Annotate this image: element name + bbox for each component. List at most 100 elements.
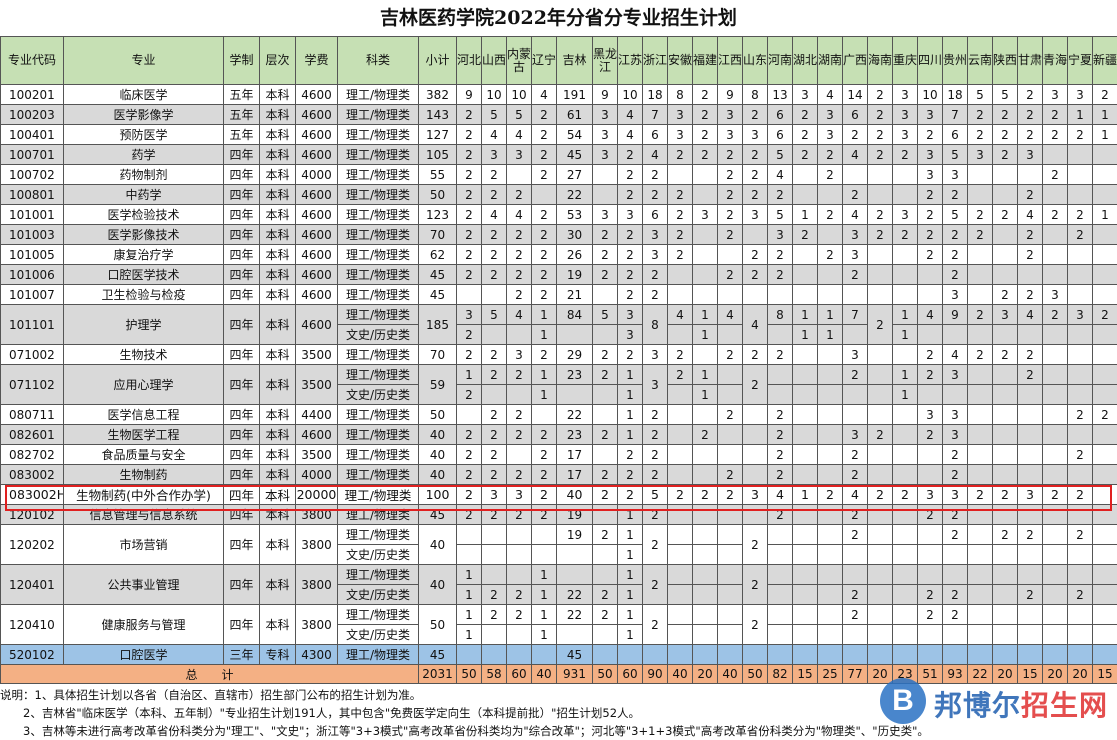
- province-count-cell: 2: [742, 564, 768, 605]
- province-count-cell: 2: [867, 304, 893, 345]
- province-count-cell: 40: [556, 484, 593, 505]
- level-cell: 本科: [259, 304, 296, 345]
- province-count-cell: 2: [617, 184, 643, 205]
- province-count-cell: [967, 444, 993, 465]
- subtotal-cell: 59: [418, 364, 457, 405]
- province-count-cell: [892, 584, 918, 605]
- province-count-cell: 4: [617, 104, 643, 125]
- province-count-cell: 3: [942, 364, 968, 385]
- category-cell: 理工/物理类: [337, 264, 419, 285]
- province-count-cell: 2: [992, 344, 1018, 365]
- province-count-cell: [1042, 244, 1068, 265]
- province-count-cell: [967, 424, 993, 445]
- province-count-cell: 8: [767, 304, 793, 325]
- province-count-cell: [667, 564, 693, 585]
- table-row: 100201 临床医学 五年 本科 4600 理工/物理类 382 9 10 10 4 191 9 10 1…: [0, 84, 1117, 105]
- province-count-cell: 4: [842, 204, 868, 225]
- province-count-cell: [867, 164, 893, 185]
- province-count-cell: [742, 284, 768, 305]
- province-count-cell: [481, 624, 507, 645]
- province-count-cell: [667, 264, 693, 285]
- category-cell: 文史/历史类: [337, 624, 419, 645]
- province-count-cell: 2: [742, 144, 768, 165]
- province-count-cell: [1092, 324, 1117, 345]
- province-count-cell: [742, 644, 768, 665]
- province-count-cell: [867, 444, 893, 465]
- province-count-cell: 2: [742, 184, 768, 205]
- province-count-cell: [692, 624, 718, 645]
- province-count-cell: [967, 364, 993, 385]
- province-count-cell: [1092, 444, 1117, 465]
- province-count-cell: 2: [767, 264, 793, 285]
- major-code-cell: 120202: [0, 524, 64, 565]
- province-count-cell: [617, 644, 643, 665]
- province-count-cell: [742, 424, 768, 445]
- province-count-cell: [506, 544, 532, 565]
- province-count-cell: 2: [481, 264, 507, 285]
- province-count-cell: [1042, 424, 1068, 445]
- province-count-cell: 2: [642, 284, 668, 305]
- subtotal-cell: 382: [418, 84, 457, 105]
- header-province: 广西: [842, 36, 868, 85]
- province-count-cell: [917, 624, 943, 645]
- years-cell: 三年: [223, 644, 260, 665]
- province-count-cell: [717, 524, 743, 545]
- province-count-cell: [817, 224, 843, 245]
- province-count-cell: 2: [967, 204, 993, 225]
- years-cell: 四年: [223, 464, 260, 485]
- category-cell: 理工/物理类: [337, 484, 419, 505]
- major-code-cell: 100401: [0, 124, 64, 145]
- major-code-cell: 100801: [0, 184, 64, 205]
- province-count-cell: 2: [592, 584, 618, 605]
- province-count-cell: 2: [531, 244, 557, 265]
- header-province: 河南: [767, 36, 793, 85]
- table-row: 101001 医学检验技术 四年 本科 4600 理工/物理类 123 2 4 4 2 53 3 3 6 2 3…: [0, 204, 1117, 225]
- province-count-cell: 22: [556, 404, 593, 425]
- province-count-cell: 2: [642, 404, 668, 425]
- province-count-cell: 2: [967, 484, 993, 505]
- province-count-cell: 1: [1092, 104, 1117, 125]
- province-count-cell: 4: [717, 304, 743, 325]
- province-count-cell: 23: [556, 364, 593, 385]
- major-name-cell: 健康服务与管理: [63, 604, 224, 645]
- province-count-cell: 2: [506, 584, 532, 605]
- header-category: 科类: [337, 36, 419, 85]
- major-name-cell: 预防医学: [63, 124, 224, 145]
- total-province-cell: 50: [742, 664, 768, 684]
- province-count-cell: 1: [617, 624, 643, 645]
- header-province: 贵州: [942, 36, 968, 85]
- province-count-cell: [917, 464, 943, 485]
- major-name-cell: 公共事业管理: [63, 564, 224, 605]
- major-name-cell: 口腔医学技术: [63, 264, 224, 285]
- province-count-cell: 2: [817, 204, 843, 225]
- major-name-cell: 护理学: [63, 304, 224, 345]
- province-count-cell: 10: [481, 84, 507, 105]
- province-count-cell: 2: [592, 464, 618, 485]
- header-province: 福建: [692, 36, 718, 85]
- province-count-cell: 2: [617, 464, 643, 485]
- province-count-cell: 4: [481, 124, 507, 145]
- table-row: 120202 市场营销 四年 本科 3800 理工/物理类 40 19 2 1 2 2 2 2 2 2 2: [0, 524, 1117, 565]
- major-name-cell: 临床医学: [63, 84, 224, 105]
- province-count-cell: 2: [1067, 404, 1093, 425]
- province-count-cell: [767, 364, 793, 385]
- province-count-cell: 3: [742, 124, 768, 145]
- province-count-cell: [531, 524, 557, 545]
- province-count-cell: 2: [592, 364, 618, 385]
- province-count-cell: 2: [867, 124, 893, 145]
- province-count-cell: [717, 424, 743, 445]
- province-count-cell: 7: [642, 104, 668, 125]
- province-count-cell: [1042, 604, 1068, 625]
- header-level: 层次: [259, 36, 296, 85]
- province-count-cell: 4: [942, 344, 968, 365]
- province-count-cell: 2: [942, 464, 968, 485]
- province-count-cell: [592, 184, 618, 205]
- major-name-cell: 生物制药: [63, 464, 224, 485]
- province-count-cell: 2: [867, 84, 893, 105]
- header-province: 江苏: [617, 36, 643, 85]
- province-count-cell: [1042, 544, 1068, 565]
- province-count-cell: 2: [867, 104, 893, 125]
- total-province-cell: 58: [481, 664, 507, 684]
- province-count-cell: [867, 344, 893, 365]
- total-province-cell: 51: [917, 664, 943, 684]
